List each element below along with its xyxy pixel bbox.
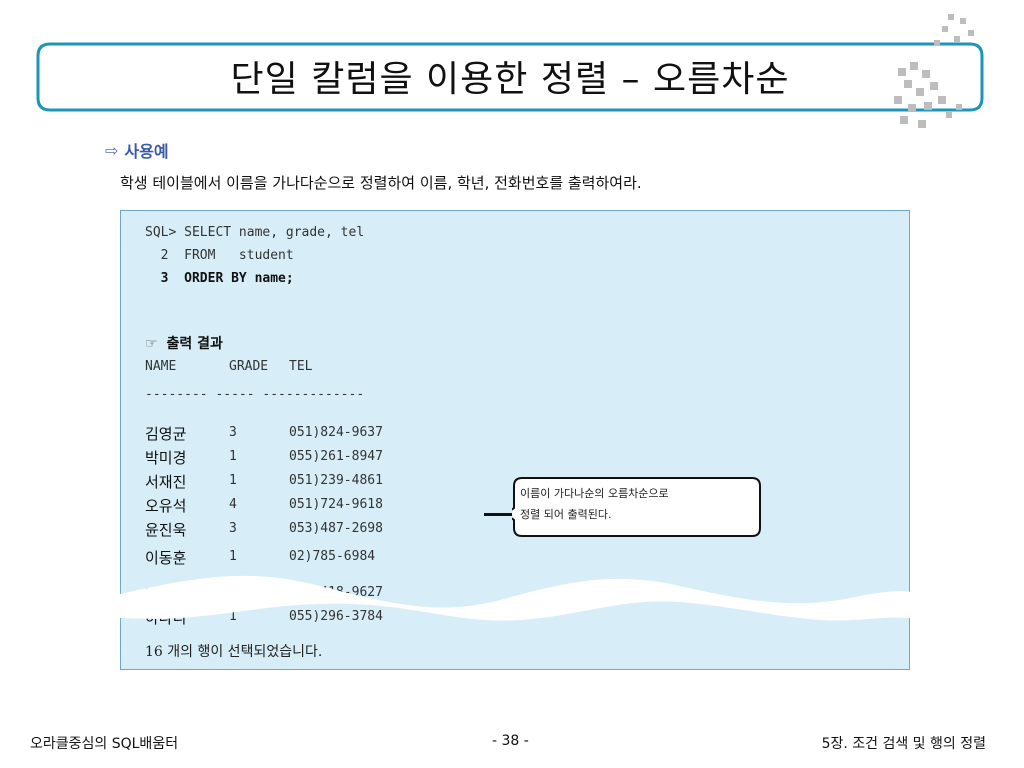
cell-tel: 02)785-6984	[289, 549, 376, 564]
column-header-tel: TEL	[289, 359, 313, 374]
rows-selected-summary: 16 개의 행이 선택되었습니다.	[145, 644, 323, 660]
section-label: 사용예	[124, 142, 169, 161]
cell-name: 오유석	[145, 497, 187, 515]
footer-book-title: 오라클중심의 SQL배움터	[30, 736, 179, 752]
cell-grade: 3	[229, 521, 237, 536]
callout-pointer	[484, 513, 514, 516]
sql-line-2: 2 FROM student	[145, 248, 294, 263]
pointing-finger-icon: ☞	[145, 336, 158, 352]
cell-tel: 051)239-4861	[289, 473, 383, 488]
column-header-name: NAME	[145, 359, 177, 374]
cell-grade: 1	[229, 609, 237, 624]
cell-name: 박미경	[145, 449, 187, 467]
cell-grade: 1	[229, 473, 237, 488]
cell-grade: 1	[229, 549, 237, 564]
torn-paper-wave	[120, 575, 912, 621]
sql-line-3: 3 ORDER BY name;	[145, 271, 294, 286]
cell-tel: 055)261-8947	[289, 449, 383, 464]
footer-page-number: - 38 -	[492, 733, 529, 749]
cell-tel: 051)824-9637	[289, 425, 383, 440]
cell-tel: 055)296-3784	[289, 609, 383, 624]
output-header: ☞ 출력 결과	[145, 333, 223, 353]
footer-chapter: 5장. 조건 검색 및 행의 정렬	[821, 736, 986, 752]
cell-grade: 1	[229, 449, 237, 464]
cell-tel: 051)724-9618	[289, 497, 383, 512]
cell-grade: 3	[229, 425, 237, 440]
page-title: 단일 칼럼을 이용한 정렬 – 오름차순	[230, 59, 790, 100]
cell-name: 윤진욱	[145, 521, 187, 539]
cell-name: 김영균	[145, 425, 187, 443]
sql-line-1: SQL> SELECT name, grade, tel	[145, 225, 365, 240]
cell-grade: 4	[229, 497, 237, 512]
intro-text: 학생 테이블에서 이름을 가나다순으로 정렬하여 이름, 학년, 전화번호를 출…	[120, 174, 642, 192]
column-separator: -------- ----- -------------	[145, 387, 365, 402]
section-header: ⇨ 사용예	[105, 138, 169, 162]
cell-name: 이동훈	[145, 549, 187, 567]
cell-name: 서재진	[145, 473, 187, 491]
callout-border	[512, 477, 761, 537]
callout-line-2: 정렬 되어 출력된다.	[520, 508, 612, 521]
title-banner: 단일 칼럼을 이용한 정렬 – 오름차순	[36, 42, 984, 112]
callout-text: 이름이 가다나순의 오름차순으로 정렬 되어 출력된다.	[520, 483, 760, 525]
title-frame-border	[36, 42, 984, 112]
cell-tel: 053)487-2698	[289, 521, 383, 536]
output-header-label: 출력 결과	[166, 336, 223, 352]
decorative-figure-icon	[894, 14, 974, 128]
column-header-grade: GRADE	[229, 359, 269, 374]
callout-line-1: 이름이 가다나순의 오름차순으로	[520, 487, 669, 500]
callout-bubble	[512, 476, 762, 538]
hand-pointer-icon: ⇨	[105, 140, 119, 160]
